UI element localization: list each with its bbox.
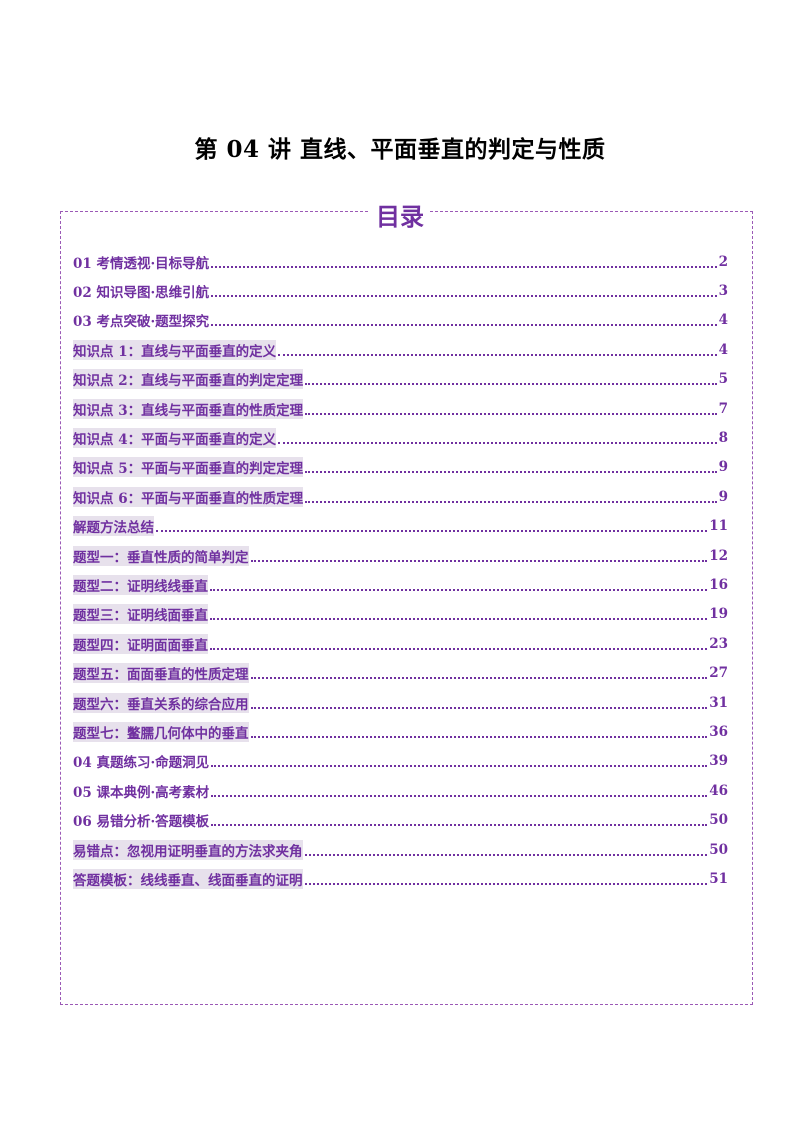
toc-entry[interactable]: 答题模板：线线垂直、线面垂直的证明 51: [73, 864, 728, 893]
toc-entry-page: 51: [709, 870, 728, 887]
toc-entry[interactable]: 02 知识导图·思维引航 3: [73, 276, 728, 305]
toc-leader: [211, 794, 708, 797]
toc-entry[interactable]: 知识点 4：平面与平面垂直的定义 8: [73, 423, 728, 452]
toc-entry[interactable]: 知识点 1：直线与平面垂直的定义 4: [73, 335, 728, 364]
toc-leader: [304, 853, 708, 856]
toc-entry-page: 2: [718, 253, 728, 270]
toc-entry[interactable]: 知识点 3：直线与平面垂直的性质定理 7: [73, 394, 728, 423]
toc-entry-page: 46: [709, 782, 728, 799]
toc-entry-label: 02 知识导图·思维引航: [73, 285, 210, 302]
toc-entry-page: 39: [709, 753, 728, 770]
toc-entry-label: 易错点：忽视用证明垂直的方法求夹角: [73, 839, 303, 860]
toc-entry[interactable]: 知识点 2：直线与平面垂直的判定定理 5: [73, 365, 728, 394]
toc-entry-label: 知识点 5：平面与平面垂直的判定定理: [73, 457, 304, 478]
toc-entry-label: 03 考点突破·题型探究: [73, 314, 210, 331]
toc-entry-page: 19: [709, 606, 728, 623]
toc-entry[interactable]: 知识点 6：平面与平面垂直的性质定理 9: [73, 482, 728, 511]
toc-entry[interactable]: 题型一：垂直性质的简单判定 12: [73, 541, 728, 570]
toc-entry[interactable]: 易错点：忽视用证明垂直的方法求夹角 50: [73, 835, 728, 864]
toc-leader: [210, 647, 708, 650]
toc-entry-label: 知识点 6：平面与平面垂直的性质定理: [73, 486, 304, 507]
toc-entry-label: 知识点 4：平面与平面垂直的定义: [73, 428, 277, 449]
toc-heading-label: 目录: [370, 203, 430, 231]
toc-leader: [305, 383, 717, 386]
toc-entry-label: 解题方法总结: [73, 516, 154, 537]
toc-entry-page: 31: [709, 694, 728, 711]
toc-entry-page: 3: [718, 283, 728, 300]
toc-entry-label: 04 真题练习·命题洞见: [73, 755, 210, 772]
toc-leader: [210, 588, 708, 591]
toc-entry-label: 题型四：证明面面垂直: [73, 633, 208, 654]
toc-leader: [305, 471, 717, 474]
toc-entry-page: 50: [709, 841, 728, 858]
toc-entry[interactable]: 06 易错分析·答题模板 50: [73, 805, 728, 834]
toc-entry[interactable]: 03 考点突破·题型探究 4: [73, 306, 728, 335]
toc-entry-label: 题型二：证明线线垂直: [73, 574, 208, 595]
toc-entry-label: 题型三：证明线面垂直: [73, 604, 208, 625]
toc-leader: [250, 735, 708, 738]
toc-entry-label: 题型一：垂直性质的简单判定: [73, 545, 249, 566]
toc-entry-label: 知识点 3：直线与平面垂直的性质定理: [73, 398, 304, 419]
toc-leader: [156, 530, 708, 533]
toc-leader: [211, 765, 708, 768]
toc-leader: [278, 442, 717, 445]
toc-entry[interactable]: 知识点 5：平面与平面垂直的判定定理 9: [73, 453, 728, 482]
toc-entry-page: 4: [718, 341, 728, 358]
toc-leader: [210, 618, 708, 621]
toc-leader: [211, 824, 708, 827]
toc-entry-page: 7: [718, 400, 728, 417]
toc-leader: [304, 882, 708, 885]
toc-entry[interactable]: 题型六：垂直关系的综合应用 31: [73, 688, 728, 717]
toc-leader: [211, 265, 717, 268]
page-title: 第 04 讲 直线、平面垂直的判定与性质: [194, 136, 606, 163]
toc-entry-page: 9: [718, 488, 728, 505]
toc-entry-label: 答题模板：线线垂直、线面垂直的证明: [73, 868, 303, 889]
toc-entry[interactable]: 题型五：面面垂直的性质定理 27: [73, 658, 728, 687]
toc-entry-label: 题型五：面面垂直的性质定理: [73, 663, 249, 684]
toc-leader: [250, 706, 708, 709]
toc-entry[interactable]: 04 真题练习·命题洞见 39: [73, 747, 728, 776]
toc-entry-page: 12: [709, 547, 728, 564]
toc-entry-label: 05 课本典例·高考素材: [73, 784, 210, 801]
toc-entry-label: 题型七：鳖臑几何体中的垂直: [73, 721, 249, 742]
toc-entry-page: 11: [709, 518, 728, 535]
toc-entry[interactable]: 解题方法总结 11: [73, 512, 728, 541]
toc-entry-page: 16: [709, 576, 728, 593]
toc-entry-page: 4: [718, 312, 728, 329]
toc-entry-page: 8: [718, 430, 728, 447]
toc-list: 01 考情透视·目标导航 2 02 知识导图·思维引航 3 03 考点突破·题型探究…: [73, 247, 728, 894]
toc-leader: [250, 677, 708, 680]
toc-leader: [250, 559, 708, 562]
toc-entry-label: 题型六：垂直关系的综合应用: [73, 692, 249, 713]
toc-entry-label: 知识点 1：直线与平面垂直的定义: [73, 339, 277, 360]
toc-entry[interactable]: 题型七：鳖臑几何体中的垂直 36: [73, 717, 728, 746]
toc-entry-label: 01 考情透视·目标导航: [73, 255, 210, 272]
toc-leader: [278, 353, 717, 356]
toc-entry[interactable]: 题型三：证明线面垂直 19: [73, 600, 728, 629]
toc-leader: [211, 324, 717, 327]
toc-entry[interactable]: 题型四：证明面面垂直 23: [73, 629, 728, 658]
toc-entry-page: 36: [709, 723, 728, 740]
toc-leader: [211, 295, 717, 298]
toc-entry[interactable]: 01 考情透视·目标导航 2: [73, 247, 728, 276]
toc-leader: [305, 500, 717, 503]
toc-entry[interactable]: 05 课本典例·高考素材 46: [73, 776, 728, 805]
toc-leader: [305, 412, 717, 415]
toc-entry-page: 5: [718, 371, 728, 388]
toc-entry-page: 23: [709, 635, 728, 652]
toc-entry-page: 9: [718, 459, 728, 476]
toc-entry[interactable]: 题型二：证明线线垂直 16: [73, 570, 728, 599]
toc-entry-label: 知识点 2：直线与平面垂直的判定定理: [73, 369, 304, 390]
toc-entry-page: 27: [709, 665, 728, 682]
toc-heading: 目录: [0, 197, 800, 232]
toc-entry-page: 50: [709, 812, 728, 829]
toc-entry-label: 06 易错分析·答题模板: [73, 814, 210, 831]
